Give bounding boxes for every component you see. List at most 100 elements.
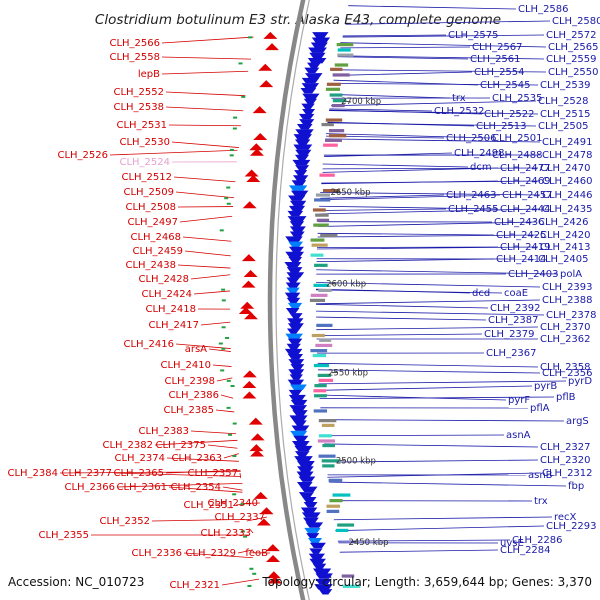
- left-gene-label[interactable]: CLH_2386: [168, 390, 219, 401]
- right-gene-label[interactable]: CLH_2378: [546, 310, 597, 321]
- right-gene-label[interactable]: CLH_2513: [476, 121, 527, 132]
- right-gene-label[interactable]: CLH_2575: [448, 30, 499, 41]
- right-gene-label[interactable]: CLH_2457: [502, 190, 553, 201]
- left-gene-label[interactable]: CLH_2552: [113, 87, 164, 98]
- left-gene-label[interactable]: lepB: [138, 69, 160, 80]
- right-gene-label[interactable]: CLH_2559: [546, 54, 597, 65]
- left-gene-label[interactable]: CLH_2526: [57, 150, 108, 161]
- right-gene-label[interactable]: CLH_2419: [500, 242, 551, 253]
- left-gene-label[interactable]: CLH_2337: [214, 512, 265, 523]
- left-gene-label[interactable]: CLH_2428: [138, 274, 189, 285]
- right-gene-label[interactable]: CLH_2426: [538, 217, 589, 228]
- right-gene-label[interactable]: CLH_2320: [540, 455, 591, 466]
- right-gene-label[interactable]: CLH_2539: [540, 80, 591, 91]
- right-gene-label[interactable]: CLH_2572: [546, 30, 597, 41]
- right-gene-label[interactable]: CLH_2561: [470, 54, 521, 65]
- right-gene-label[interactable]: CLH_2528: [538, 96, 589, 107]
- left-gene-label[interactable]: CLH_2365: [113, 468, 164, 479]
- right-gene-label[interactable]: trx: [452, 93, 466, 104]
- right-gene-label[interactable]: CLH_2498: [454, 148, 505, 159]
- right-gene-label[interactable]: CLH_2488: [492, 150, 543, 161]
- right-gene-label[interactable]: pflA: [530, 403, 550, 414]
- left-gene-label[interactable]: CLH_2512: [121, 172, 172, 183]
- right-gene-label[interactable]: recX: [554, 512, 577, 523]
- right-gene-label[interactable]: asnA: [506, 430, 531, 441]
- left-gene-label[interactable]: CLH_2438: [125, 260, 176, 271]
- right-gene-label[interactable]: CLH_2284: [500, 545, 551, 556]
- right-gene-label[interactable]: CLH_2420: [540, 230, 591, 241]
- right-gene-label[interactable]: CLH_2545: [480, 80, 531, 91]
- left-gene-label[interactable]: CLH_2385: [163, 405, 214, 416]
- left-gene-label[interactable]: CLH_2531: [116, 120, 167, 131]
- right-gene-label[interactable]: CLH_2358: [540, 362, 591, 373]
- right-gene-label[interactable]: CLH_2327: [540, 442, 591, 453]
- right-gene-label[interactable]: CLH_2293: [546, 521, 597, 532]
- right-gene-label[interactable]: CLH_2393: [542, 282, 593, 293]
- right-gene-label[interactable]: CLH_2455: [448, 204, 499, 215]
- right-gene-label[interactable]: CLH_2554: [474, 67, 525, 78]
- right-gene-label[interactable]: CLH_2446: [542, 190, 593, 201]
- left-gene-label[interactable]: CLH_2508: [125, 202, 176, 213]
- right-gene-label[interactable]: CLH_2425: [496, 230, 547, 241]
- left-gene-label[interactable]: CLH_2363: [171, 453, 222, 464]
- right-gene-label[interactable]: CLH_2580: [552, 16, 600, 27]
- right-gene-label[interactable]: CLH_2567: [472, 42, 523, 53]
- right-gene-label[interactable]: CLH_2362: [540, 334, 591, 345]
- left-gene-label[interactable]: CLH_2410: [160, 360, 211, 371]
- left-gene-label[interactable]: CLH_2351: [183, 500, 234, 511]
- right-gene-label[interactable]: trx: [534, 496, 548, 507]
- right-gene-label[interactable]: CLH_2515: [540, 109, 591, 120]
- right-gene-label[interactable]: dcm: [470, 162, 492, 173]
- left-gene-label[interactable]: CLH_2354: [170, 482, 221, 493]
- right-gene-label[interactable]: CLH_2414: [496, 254, 547, 265]
- left-gene-label[interactable]: CLH_2375: [155, 440, 206, 451]
- right-gene-label[interactable]: CLH_2367: [486, 348, 537, 359]
- left-gene-label[interactable]: CLH_2509: [123, 187, 174, 198]
- left-gene-label[interactable]: CLH_2497: [127, 217, 178, 228]
- right-gene-label[interactable]: CLH_2460: [542, 176, 593, 187]
- left-gene-label[interactable]: CLH_2538: [113, 102, 164, 113]
- right-gene-label[interactable]: CLH_2286: [512, 535, 563, 546]
- right-gene-label[interactable]: CLH_2392: [490, 303, 541, 314]
- left-gene-label[interactable]: CLH_2416: [123, 339, 174, 350]
- right-gene-label[interactable]: CLH_2379: [484, 329, 535, 340]
- left-gene-label[interactable]: CLH_2355: [38, 530, 89, 541]
- left-gene-label[interactable]: CLH_2377: [61, 468, 112, 479]
- right-gene-label[interactable]: CLH_2506: [446, 133, 497, 144]
- right-gene-label[interactable]: pflB: [556, 392, 576, 403]
- right-gene-label[interactable]: dcd: [472, 288, 490, 299]
- left-gene-label[interactable]: CLH_2382: [102, 440, 153, 451]
- left-gene-label[interactable]: CLH_2321: [169, 580, 220, 591]
- left-gene-label[interactable]: CLH_2361: [116, 482, 167, 493]
- right-gene-label[interactable]: CLH_2403: [508, 269, 559, 280]
- left-gene-label[interactable]: feoB: [245, 548, 268, 559]
- right-gene-label[interactable]: CLH_2463: [446, 190, 497, 201]
- right-gene-label[interactable]: CLH_2535: [492, 93, 543, 104]
- left-gene-label[interactable]: CLH_2418: [145, 304, 196, 315]
- right-gene-label[interactable]: CLH_2565: [548, 42, 599, 53]
- left-gene-label[interactable]: CLH_2468: [130, 232, 181, 243]
- left-gene-label[interactable]: CLH_2398: [164, 376, 215, 387]
- left-gene-label[interactable]: CLH_2417: [148, 320, 199, 331]
- left-gene-label[interactable]: CLH_2336: [131, 548, 182, 559]
- left-gene-label[interactable]: arsA: [185, 344, 207, 355]
- left-gene-label[interactable]: CLH_2459: [132, 246, 183, 257]
- right-gene-label[interactable]: CLH_2586: [518, 4, 569, 15]
- right-gene-label[interactable]: CLH_2388: [542, 295, 593, 306]
- left-gene-label[interactable]: CLH_2383: [138, 426, 189, 437]
- right-gene-label[interactable]: pyrF: [508, 395, 530, 406]
- right-gene-label[interactable]: polA: [560, 269, 582, 280]
- left-gene-label[interactable]: CLH_2374: [114, 453, 165, 464]
- left-gene-label[interactable]: CLH_2333: [200, 528, 251, 539]
- left-gene-label[interactable]: CLH_2357: [187, 468, 238, 479]
- right-gene-label[interactable]: asnB: [528, 470, 553, 481]
- right-gene-label[interactable]: coaE: [504, 288, 528, 299]
- left-gene-label[interactable]: CLH_2424: [141, 289, 192, 300]
- right-gene-label[interactable]: CLH_2387: [488, 315, 539, 326]
- right-gene-label[interactable]: CLH_2436: [494, 217, 545, 228]
- right-gene-label[interactable]: CLH_2469: [500, 176, 551, 187]
- left-gene-label[interactable]: CLH_2329: [185, 548, 236, 559]
- right-gene-label[interactable]: argS: [566, 416, 589, 427]
- right-gene-label[interactable]: CLH_2550: [548, 67, 599, 78]
- left-gene-label[interactable]: CLH_2340: [207, 498, 258, 509]
